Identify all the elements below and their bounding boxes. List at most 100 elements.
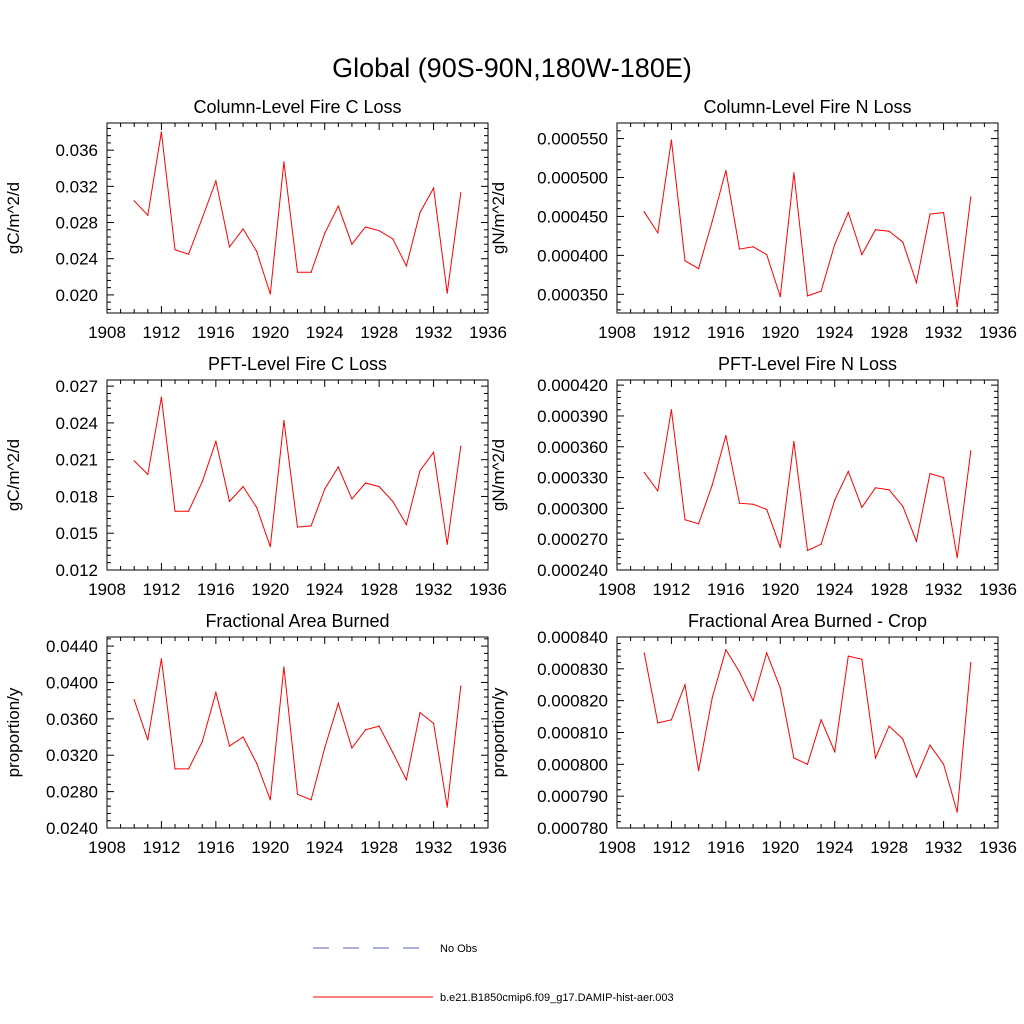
data-point <box>861 658 863 660</box>
y-tick-label: 0.000350 <box>537 285 608 304</box>
data-point <box>188 768 190 770</box>
series-line <box>133 658 462 808</box>
x-tick-label: 1928 <box>870 580 908 599</box>
data-point <box>296 271 299 273</box>
data-point <box>684 260 686 262</box>
data-point <box>147 214 149 216</box>
panel-title: Fractional Area Burned - Crop <box>688 611 927 631</box>
plot-frame <box>106 379 489 571</box>
panel-2: Column-Level Fire N Loss 1908 1912 1916 1920… <box>489 97 1017 342</box>
data-point <box>324 232 326 234</box>
panel-title: PFT-Level Fire N Loss <box>718 354 897 374</box>
y-tick-label: 0.024 <box>55 250 98 269</box>
y-tick-label: 0.0320 <box>46 746 98 765</box>
x-tick-label: 1916 <box>707 323 745 342</box>
y-tick-label: 0.0400 <box>46 673 98 692</box>
y-tick-label: 0.0240 <box>46 819 98 838</box>
data-point <box>752 246 754 248</box>
x-tick-label: 1924 <box>816 838 854 857</box>
series-points <box>133 396 462 548</box>
x-tick-label: 1936 <box>469 838 507 857</box>
data-point <box>670 139 673 141</box>
data-point <box>942 476 945 479</box>
data-point <box>847 470 849 473</box>
x-tick-label: 1920 <box>251 580 289 599</box>
data-point <box>902 738 904 740</box>
data-point <box>874 229 877 231</box>
data-point <box>174 510 176 512</box>
data-point <box>160 131 163 133</box>
data-point <box>201 217 203 219</box>
data-point <box>902 241 904 243</box>
series-points <box>133 658 462 808</box>
data-point <box>256 250 258 253</box>
data-point <box>970 661 972 664</box>
data-point <box>834 751 836 753</box>
panel-3: PFT-Level Fire C Loss 1908 1912 1916 1920 192… <box>4 354 507 599</box>
data-point <box>847 655 849 657</box>
y-tick-label: 0.000790 <box>537 787 608 806</box>
data-point <box>834 243 836 246</box>
x-tick-label: 1908 <box>88 323 126 342</box>
x-tick-label: 1936 <box>979 580 1017 599</box>
data-point <box>364 482 367 484</box>
data-point <box>738 248 741 250</box>
x-tick-label: 1928 <box>870 838 908 857</box>
y-tick-label: 0.020 <box>55 286 98 305</box>
x-tick-label: 1936 <box>979 838 1017 857</box>
data-point <box>419 470 421 472</box>
series-points <box>643 139 972 308</box>
data-point <box>657 490 659 492</box>
y-tick-label: 0.000390 <box>537 407 608 426</box>
y-tick-label: 0.000550 <box>537 130 608 149</box>
data-point <box>929 472 931 475</box>
data-point <box>657 722 659 724</box>
series-line <box>133 131 462 295</box>
data-point <box>364 729 367 731</box>
data-point <box>378 230 380 232</box>
y-tick-label: 0.000360 <box>537 438 608 457</box>
y-tick-label: 0.0360 <box>46 710 98 729</box>
panel-title: Fractional Area Burned <box>205 611 389 631</box>
data-point <box>446 292 448 294</box>
x-tick-label: 1928 <box>360 580 398 599</box>
data-point <box>242 486 244 488</box>
y-tick-label: 0.000330 <box>537 469 608 488</box>
x-tick-label: 1916 <box>197 580 235 599</box>
x-tick-label: 1912 <box>143 580 181 599</box>
panel-6: Fractional Area Burned - Crop 1908 1912 191… <box>489 611 1017 857</box>
data-point <box>711 484 713 486</box>
data-point <box>310 525 312 527</box>
data-point <box>725 169 727 172</box>
series-line <box>643 648 972 813</box>
data-point <box>269 293 271 295</box>
x-tick-label: 1924 <box>306 580 344 599</box>
panel-5: Fractional Area Burned 1908 1912 1916 1920 19… <box>4 611 507 857</box>
data-point <box>242 736 244 738</box>
data-point <box>820 543 822 545</box>
x-tick-label: 1932 <box>925 580 963 599</box>
data-point <box>956 306 958 308</box>
data-point <box>364 226 367 228</box>
data-point <box>432 722 435 725</box>
plot-frame <box>616 122 999 314</box>
series-line <box>643 409 972 558</box>
series-points <box>643 649 972 813</box>
data-point <box>711 696 713 699</box>
x-tick-label: 1932 <box>925 323 963 342</box>
plot-frame <box>616 379 999 571</box>
data-point <box>915 540 917 542</box>
series-line <box>643 140 972 307</box>
y-tick-label: 0.021 <box>55 451 98 470</box>
x-tick-label: 1908 <box>88 580 126 599</box>
data-point <box>684 519 686 521</box>
data-point <box>324 488 326 490</box>
data-point <box>256 506 258 509</box>
x-tick-label: 1920 <box>251 838 289 857</box>
data-point <box>725 649 727 651</box>
data-point <box>643 652 645 654</box>
data-point <box>643 471 645 474</box>
data-point <box>405 779 407 781</box>
data-point <box>806 295 809 297</box>
data-point <box>725 434 727 437</box>
